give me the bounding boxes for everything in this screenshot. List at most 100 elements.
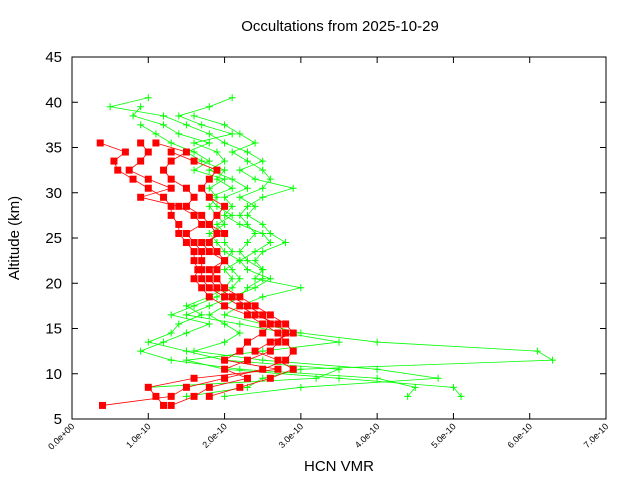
data-point: [137, 193, 145, 201]
data-point: [198, 266, 206, 274]
data-point: [144, 383, 152, 391]
data-point: [205, 293, 213, 301]
data-point: [190, 275, 198, 283]
data-point: [228, 202, 236, 210]
data-point: [137, 347, 145, 355]
data-point: [106, 103, 114, 111]
data-point: [167, 392, 175, 400]
data-point: [205, 239, 213, 247]
data-point: [160, 193, 168, 201]
data-point: [198, 257, 206, 265]
data-point: [182, 383, 190, 391]
data-point: [144, 338, 152, 346]
data-point: [236, 130, 244, 138]
data-point: [190, 193, 198, 201]
data-point: [182, 121, 190, 129]
data-point: [160, 112, 168, 120]
y-tick-label: 20: [45, 275, 62, 292]
data-point: [167, 175, 175, 183]
data-point: [160, 166, 168, 174]
data-point: [221, 211, 229, 219]
y-tick-label: 10: [45, 366, 62, 383]
data-point: [236, 293, 244, 301]
x-tick-label: 4.0e-10: [353, 421, 382, 450]
series-line: [177, 97, 462, 397]
data-point: [236, 248, 244, 256]
data-point: [251, 175, 259, 183]
data-point: [282, 338, 290, 346]
data-point: [213, 284, 221, 292]
data-point: [228, 248, 236, 256]
data-point: [373, 365, 381, 373]
data-point: [129, 175, 137, 183]
data-point: [167, 356, 175, 364]
data-point: [190, 139, 198, 147]
data-point: [221, 193, 229, 201]
data-point: [205, 166, 213, 174]
data-point: [251, 302, 259, 310]
data-point: [213, 266, 221, 274]
series-line: [140, 124, 340, 388]
data-point: [251, 139, 259, 147]
data-point: [243, 220, 251, 228]
data-point: [243, 302, 251, 310]
data-point: [152, 392, 160, 400]
data-point: [160, 338, 168, 346]
data-point: [289, 365, 297, 373]
data-point: [251, 275, 259, 283]
data-point: [182, 392, 190, 400]
data-point: [190, 157, 198, 165]
data-point: [194, 266, 202, 274]
data-point: [182, 347, 190, 355]
data-point: [144, 184, 152, 192]
data-point: [221, 202, 229, 210]
data-point: [236, 320, 244, 328]
data-point: [236, 220, 244, 228]
data-point: [411, 383, 419, 391]
data-point: [190, 302, 198, 310]
data-point: [243, 202, 251, 210]
data-point: [259, 229, 267, 237]
data-point: [175, 320, 183, 328]
data-point: [152, 139, 160, 147]
data-point: [167, 401, 175, 409]
y-tick-label: 30: [45, 185, 62, 202]
data-point: [312, 374, 320, 382]
data-point: [213, 229, 221, 237]
data-point: [251, 202, 259, 210]
data-point: [121, 148, 129, 156]
data-point: [190, 239, 198, 247]
data-point: [228, 94, 236, 102]
data-point: [137, 157, 145, 165]
plot-marks: [96, 94, 557, 409]
data-point: [335, 338, 343, 346]
data-point: [205, 275, 213, 283]
data-point: [243, 211, 251, 219]
data-point: [259, 266, 267, 274]
data-point: [198, 311, 206, 319]
data-point: [198, 211, 206, 219]
data-point: [198, 184, 206, 192]
data-point: [190, 392, 198, 400]
data-point: [167, 329, 175, 337]
data-point: [282, 329, 290, 337]
data-point: [213, 166, 221, 174]
data-point: [205, 248, 213, 256]
data-point: [221, 239, 229, 247]
data-point: [182, 311, 190, 319]
data-point: [289, 347, 297, 355]
data-point: [404, 392, 412, 400]
data-point: [205, 220, 213, 228]
data-point: [228, 275, 236, 283]
data-point: [137, 121, 145, 129]
data-point: [182, 184, 190, 192]
data-point: [198, 121, 206, 129]
data-point: [221, 139, 229, 147]
data-point: [274, 356, 282, 364]
data-point: [266, 374, 274, 382]
data-point: [175, 130, 183, 138]
y-tick-label: 45: [45, 49, 62, 66]
data-point: [144, 175, 152, 183]
data-point: [221, 257, 229, 265]
data-point: [274, 338, 282, 346]
